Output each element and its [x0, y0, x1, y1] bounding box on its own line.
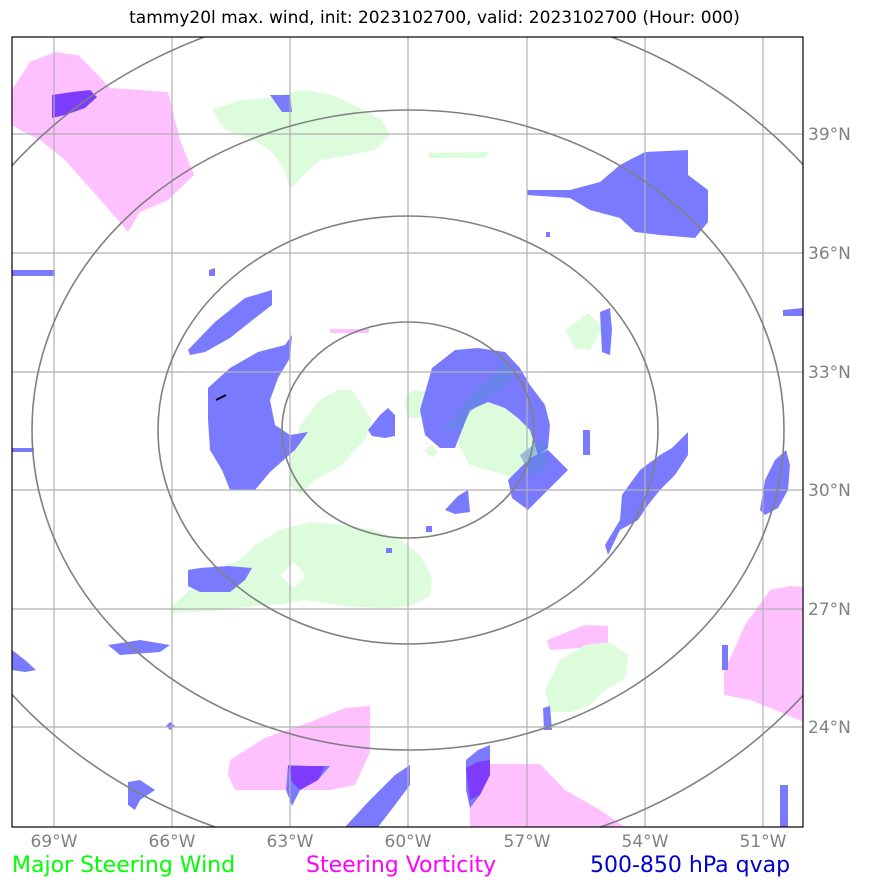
legend-steering-vorticity: Steering Vorticity — [306, 853, 497, 878]
lon-label: 57°W — [504, 832, 551, 852]
lon-label: 51°W — [740, 832, 787, 852]
lat-label: 33°N — [808, 363, 851, 383]
lon-label: 60°W — [385, 832, 432, 852]
qvap-fields — [12, 95, 803, 827]
lat-label: 36°N — [808, 244, 851, 264]
storm-center-marker — [215, 394, 227, 401]
lat-label: 30°N — [808, 481, 851, 501]
map-title: tammy20l max. wind, init: 2023102700, va… — [129, 8, 740, 28]
legend-qvap: 500-850 hPa qvap — [590, 853, 791, 878]
range-rings — [12, 37, 803, 827]
lon-label: 54°W — [622, 832, 669, 852]
steering-wind-fields — [170, 90, 628, 712]
lon-label: 69°W — [31, 832, 78, 852]
plot-frame — [11, 36, 804, 828]
lat-label: 24°N — [808, 718, 851, 738]
lat-label: 39°N — [808, 125, 851, 145]
lon-label: 66°W — [149, 832, 196, 852]
lon-label: 63°W — [267, 832, 314, 852]
graticule — [12, 37, 803, 827]
legend-steering-wind: Major Steering Wind — [12, 853, 236, 878]
lat-label: 27°N — [808, 600, 851, 620]
overlap-fields — [52, 90, 490, 800]
